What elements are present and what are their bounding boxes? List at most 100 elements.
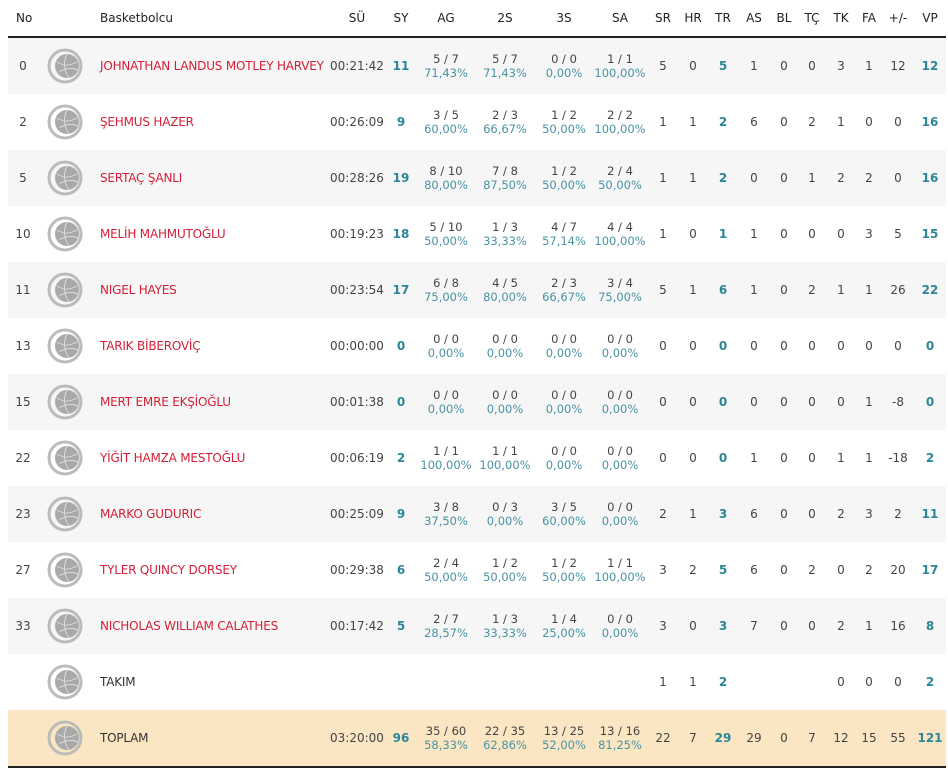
free-throws: 0 / 0 0,00%	[592, 486, 648, 542]
header-blk[interactable]: BL	[770, 0, 798, 38]
team-logo-icon	[47, 160, 83, 196]
turnovers: 2	[826, 486, 856, 542]
two-pointers-made-attempted: 4 / 5	[492, 276, 518, 290]
player-name[interactable]: MARKO GUDURIC	[92, 486, 330, 542]
header-eff[interactable]: VP	[914, 0, 946, 38]
two-pointers: 2 / 3 66,67%	[474, 94, 536, 150]
free-throws	[592, 654, 648, 710]
player-name[interactable]: JOHNATHAN LANDUS MOTLEY HARVEY	[92, 37, 330, 94]
player-name[interactable]: SERTAÇ ŞANLI	[92, 150, 330, 206]
player-name-text[interactable]: NICHOLAS WILLIAM CALATHES	[100, 619, 279, 633]
header-fg[interactable]: AG	[418, 0, 474, 38]
player-name-text[interactable]: NIGEL HAYES	[100, 283, 177, 297]
player-name-text[interactable]: JOHNATHAN LANDUS MOTLEY HARVEY	[100, 59, 324, 73]
header-reb[interactable]: TR	[708, 0, 738, 38]
offensive-rebounds: 3	[648, 598, 678, 654]
defensive-rebounds: 1	[678, 150, 708, 206]
fouls: 15	[856, 710, 882, 767]
efficiency: 8	[914, 598, 946, 654]
player-name-text[interactable]: SERTAÇ ŞANLI	[100, 171, 183, 185]
header-pm[interactable]: +/-	[882, 0, 914, 38]
player-name-text[interactable]: TYLER QUINCY DORSEY	[100, 563, 237, 577]
minutes: 03:20:00	[330, 710, 384, 767]
header-ft[interactable]: SA	[592, 0, 648, 38]
three-pointers-made-attempted: 1 / 2	[551, 108, 577, 122]
free-throws-percentage: 0,00%	[601, 346, 639, 360]
three-pointers: 4 / 7 57,14%	[536, 206, 592, 262]
player-name[interactable]: NIGEL HAYES	[92, 262, 330, 318]
header-3p[interactable]: 3S	[536, 0, 592, 38]
header-player[interactable]: Basketbolcu	[92, 0, 330, 38]
plus-minus-value: 12	[890, 59, 906, 73]
two-pointers-percentage: 0,00%	[486, 514, 524, 528]
field-goals-made-attempted: 0 / 0	[433, 388, 459, 402]
player-name-text[interactable]: TARIK BİBEROVİÇ	[100, 339, 201, 353]
jersey-number: 5	[8, 150, 38, 206]
header-min[interactable]: SÜ	[330, 0, 384, 38]
header-ast[interactable]: AS	[738, 0, 770, 38]
free-throws-made-attempted: 2 / 4	[607, 164, 633, 178]
free-throws-made-attempted: 0 / 0	[607, 500, 633, 514]
defensive-rebounds-value: 1	[689, 283, 697, 297]
minutes: 00:17:42	[330, 598, 384, 654]
three-pointers-percentage: 57,14%	[542, 234, 586, 248]
offensive-rebounds: 3	[648, 542, 678, 598]
total-rebounds: 3	[708, 486, 738, 542]
free-throws-made-attempted: 0 / 0	[607, 612, 633, 626]
header-oreb[interactable]: SR	[648, 0, 678, 38]
team-logo-icon	[47, 720, 83, 756]
player-name[interactable]: YİĞİT HAMZA MESTOĞLU	[92, 430, 330, 486]
defensive-rebounds: 0	[678, 598, 708, 654]
header-pts[interactable]: SY	[384, 0, 418, 38]
turnovers-value: 0	[837, 339, 845, 353]
player-name[interactable]: TARIK BİBEROVİÇ	[92, 318, 330, 374]
header-dreb[interactable]: HR	[678, 0, 708, 38]
plus-minus: 12	[882, 37, 914, 94]
points-value: 9	[396, 115, 406, 129]
header-to[interactable]: TK	[826, 0, 856, 38]
fouls: 2	[856, 542, 882, 598]
player-name-text[interactable]: MELİH MAHMUTOĞLU	[100, 227, 226, 241]
player-name-text[interactable]: MARKO GUDURIC	[100, 507, 202, 521]
player-name[interactable]: ŞEHMUS HAZER	[92, 94, 330, 150]
player-name-text[interactable]: ŞEHMUS HAZER	[100, 115, 194, 129]
efficiency-value: 17	[921, 563, 939, 577]
offensive-rebounds-value: 1	[659, 227, 667, 241]
plus-minus: 16	[882, 598, 914, 654]
player-name[interactable]: NICHOLAS WILLIAM CALATHES	[92, 598, 330, 654]
header-no[interactable]: No	[8, 0, 38, 38]
assists: 1	[738, 430, 770, 486]
team-logo-cell	[38, 430, 92, 486]
assists: 0	[738, 374, 770, 430]
fouls: 0	[856, 654, 882, 710]
points: 9	[384, 486, 418, 542]
player-row: 2 ŞEHMUS HAZER 00:26:09 9 3 / 5 60,00% 2 / 3 66…	[8, 94, 946, 150]
player-name-text[interactable]: YİĞİT HAMZA MESTOĞLU	[100, 451, 246, 465]
turnovers: 12	[826, 710, 856, 767]
field-goals-made-attempted: 35 / 60	[425, 724, 467, 738]
minutes-value: 00:06:19	[330, 451, 384, 465]
assists: 29	[738, 710, 770, 767]
two-pointers	[474, 654, 536, 710]
plus-minus: 0	[882, 654, 914, 710]
field-goals-percentage: 0,00%	[427, 346, 465, 360]
team-logo-icon	[47, 216, 83, 252]
player-name[interactable]: TYLER QUINCY DORSEY	[92, 542, 330, 598]
jersey-number: 33	[8, 598, 38, 654]
player-name[interactable]: MELİH MAHMUTOĞLU	[92, 206, 330, 262]
header-2p[interactable]: 2S	[474, 0, 536, 38]
header-stl[interactable]: TÇ	[798, 0, 826, 38]
player-name[interactable]: MERT EMRE EKŞİOĞLU	[92, 374, 330, 430]
team-logo-icon	[47, 440, 83, 476]
defensive-rebounds-value: 0	[689, 227, 697, 241]
turnovers: 0	[826, 654, 856, 710]
minutes-value: 00:23:54	[330, 283, 384, 297]
header-pf[interactable]: FA	[856, 0, 882, 38]
free-throws: 1 / 1 100,00%	[592, 37, 648, 94]
free-throws-made-attempted: 1 / 1	[607, 556, 633, 570]
free-throws-made-attempted: 4 / 4	[607, 220, 633, 234]
player-name-text[interactable]: MERT EMRE EKŞİOĞLU	[100, 395, 231, 409]
turnovers-value: 2	[837, 171, 845, 185]
team-logo-icon	[47, 104, 83, 140]
free-throws-made-attempted: 3 / 4	[607, 276, 633, 290]
